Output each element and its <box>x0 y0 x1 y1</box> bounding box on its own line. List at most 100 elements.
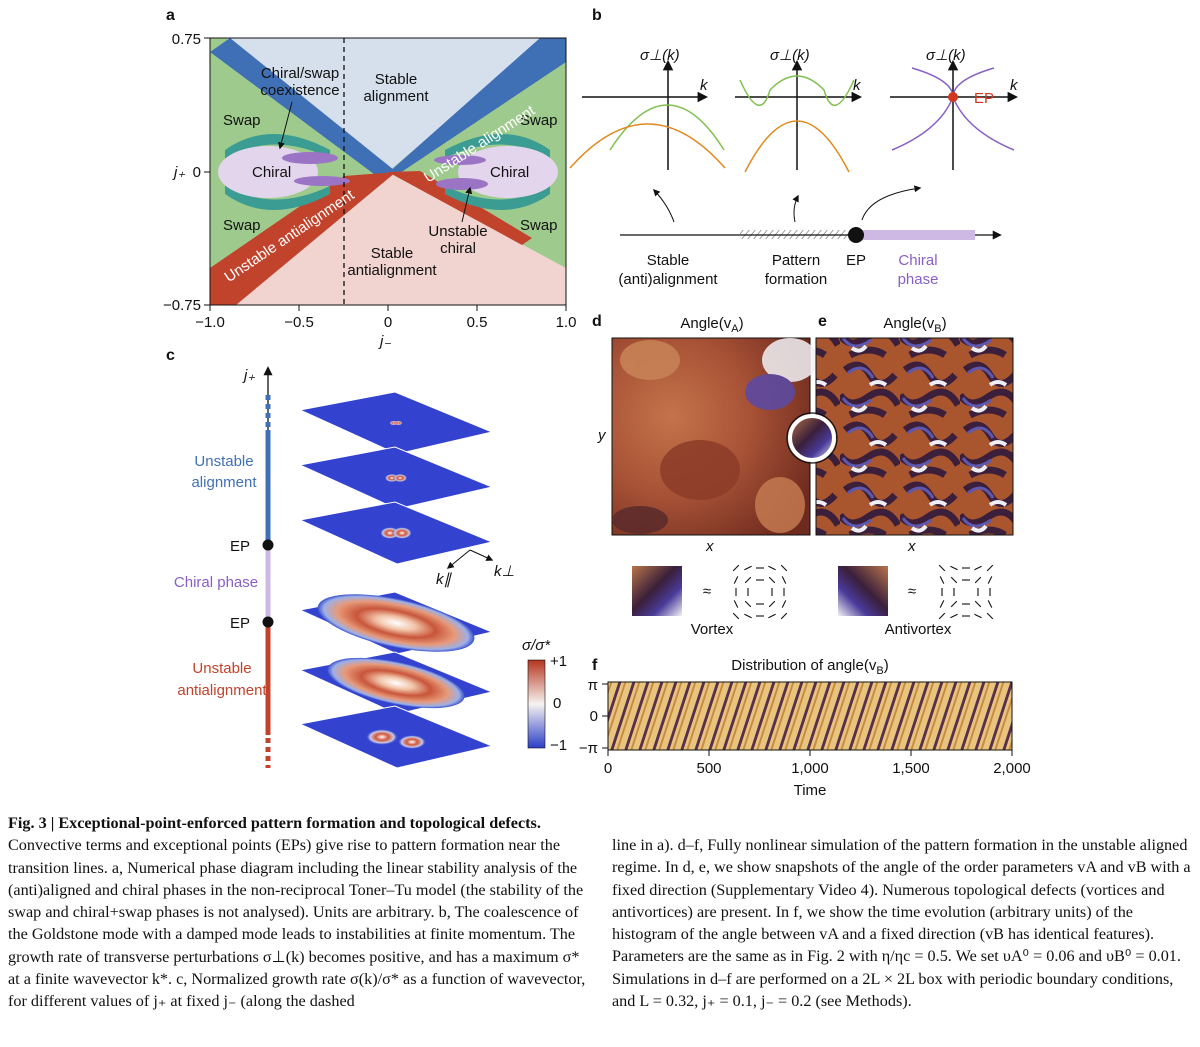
plane <box>298 501 494 565</box>
region-label: antialignment <box>347 262 437 279</box>
region-label: Swap <box>520 112 558 129</box>
axis-label: σ⊥(k) <box>770 47 810 64</box>
panel-label: d <box>592 313 602 330</box>
defect-label: Antivortex <box>885 621 952 638</box>
field-dash <box>744 565 752 571</box>
growth-blob <box>394 420 403 426</box>
angle-field-b <box>815 337 1014 536</box>
angle-field-a-detail <box>612 338 818 534</box>
panel-title: Angle(vB) <box>883 315 946 335</box>
colorbar-tick: −1 <box>550 737 567 754</box>
field-dash <box>733 576 739 584</box>
field-dash <box>744 600 752 608</box>
antivortex-sample <box>838 566 888 616</box>
growth-blob <box>393 473 408 483</box>
field-dash <box>780 564 788 572</box>
phase-label: phase <box>898 271 939 288</box>
field-dash <box>768 576 776 584</box>
region-label: Unstable <box>428 223 487 240</box>
field-dash <box>986 612 994 620</box>
field-dash <box>950 600 958 608</box>
field-dash <box>939 576 945 584</box>
axis-label: σ⊥(k) <box>926 47 966 64</box>
vortex-sample <box>632 566 682 616</box>
field-dash <box>781 600 787 608</box>
field-dash <box>974 565 982 571</box>
a-ticks <box>204 37 567 311</box>
colorbar-title: σ/σ* <box>522 637 551 654</box>
field-dash <box>974 613 982 619</box>
field-dash <box>987 576 993 584</box>
x-axis-label: j₋ <box>378 333 391 350</box>
figure: a 0.75 0 −0.75 −1.0 −0.5 0 0.5 1.0 j₊ j₋… <box>163 7 1031 799</box>
axis-label: k <box>1010 77 1019 94</box>
histogram-kymograph <box>607 681 1013 751</box>
colorbar <box>527 659 546 749</box>
field-dash <box>974 576 982 584</box>
approx: ≈ <box>703 583 711 600</box>
phase-diagram <box>210 38 566 305</box>
growth-rate-planes <box>298 391 494 769</box>
plane <box>298 391 494 455</box>
ep-label: EP <box>230 538 250 555</box>
plane <box>298 591 494 655</box>
ep-label: EP <box>230 615 250 632</box>
x-tick-label: −1.0 <box>195 314 225 331</box>
field-dash <box>974 600 982 608</box>
defect-label: Vortex <box>691 621 734 638</box>
field-dash <box>732 564 740 572</box>
panel-label: c <box>166 347 175 364</box>
panel-title: Distribution of angle(vB) <box>731 657 888 677</box>
caption-text: line in a). d–f, Fully nonlinear simulat… <box>612 836 1191 1011</box>
plane <box>298 651 494 715</box>
defect-highlight <box>788 414 836 462</box>
plane <box>298 705 494 769</box>
axis-label: k⊥ <box>494 563 515 580</box>
field-dash <box>950 613 958 619</box>
x-tick-label: 0.5 <box>467 314 488 331</box>
field-dash <box>781 576 787 584</box>
field-dash <box>768 565 776 571</box>
field-dash <box>744 576 752 584</box>
region-label: Stable <box>371 245 414 262</box>
vortex-field <box>732 564 994 620</box>
phase-label: Chiral <box>898 252 937 269</box>
field-dash <box>768 600 776 608</box>
colorbar-tick: 0 <box>553 695 561 712</box>
k-axes <box>446 549 494 569</box>
field-dash <box>733 600 739 608</box>
phase-label: (anti)alignment <box>618 271 718 288</box>
field-dash <box>938 612 946 620</box>
axis-label: k <box>700 77 709 94</box>
axis-label: y <box>597 427 607 444</box>
caption-column: line in a). d–f, Fully nonlinear simulat… <box>612 834 1192 1012</box>
panel-label: e <box>818 313 827 330</box>
caption-column: Fig. 3 | Exceptional-point-enforced patt… <box>8 812 588 1013</box>
phase-label: Pattern <box>772 252 820 269</box>
axis-label: x <box>907 538 916 555</box>
phase-label: alignment <box>191 474 257 491</box>
phase-label: antialignment <box>177 682 267 699</box>
dispersion-plots <box>569 59 1019 173</box>
plane <box>298 446 494 510</box>
y-tick-label: 0 <box>590 708 598 725</box>
arrow <box>461 186 473 223</box>
x-tick-label: 2,000 <box>993 760 1031 777</box>
phase-label: Chiral phase <box>174 574 258 591</box>
field-dash <box>939 600 945 608</box>
phase-label: Unstable <box>192 660 251 677</box>
axis-label: j₊ <box>242 367 255 384</box>
panel-label: a <box>166 7 175 24</box>
colorbar-tick: +1 <box>550 653 567 670</box>
phase-label: Unstable <box>194 453 253 470</box>
field-dash <box>938 564 946 572</box>
region-label: Swap <box>223 217 261 234</box>
region-label: Chiral <box>252 164 291 181</box>
field-dash <box>744 613 752 619</box>
panel-label: f <box>592 657 598 674</box>
field-dash <box>768 613 776 619</box>
region-label: Stable <box>375 71 418 88</box>
field-dash <box>780 612 788 620</box>
x-tick-label: 1,000 <box>791 760 829 777</box>
